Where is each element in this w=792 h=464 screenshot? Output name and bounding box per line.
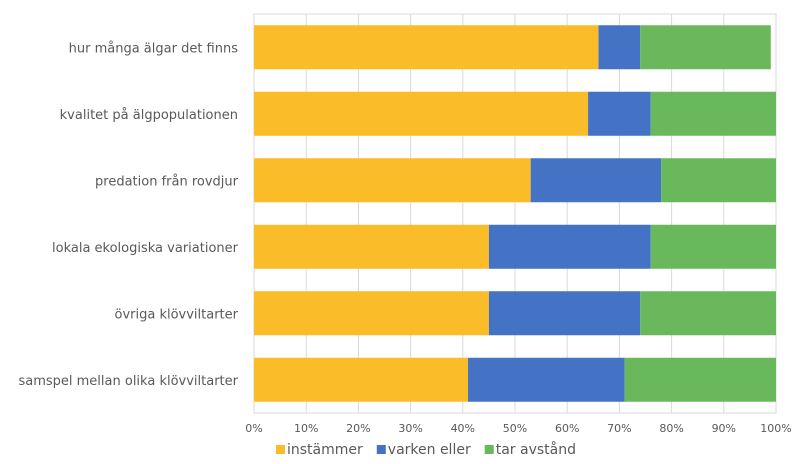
bar-segment: [254, 91, 589, 136]
bar-segment: [254, 158, 531, 203]
bar-segment: [640, 291, 776, 336]
category-label: kvalitet på älgpopulationen: [60, 108, 238, 123]
x-tick-label: 80%: [659, 422, 683, 435]
x-tick-label: 100%: [760, 422, 791, 435]
bar-segment: [624, 357, 776, 402]
x-tick-label: 60%: [555, 422, 579, 435]
bar-segment: [254, 224, 489, 269]
category-label: samspel mellan olika klövviltarter: [18, 374, 238, 389]
legend-label: tar avstånd: [496, 441, 576, 458]
x-tick-label: 30%: [398, 422, 422, 435]
legend-swatch: [376, 445, 386, 454]
bar-segment: [650, 224, 776, 269]
bar-segment: [640, 25, 771, 70]
gridlines: [253, 14, 777, 413]
bar-segment: [488, 224, 651, 269]
x-tick-label: 40%: [451, 422, 475, 435]
category-label: predation från rovdjur: [95, 174, 239, 189]
bar-segment: [650, 91, 776, 136]
legend-swatch: [484, 445, 494, 454]
category-labels: hur många älgar det finns kvalitet på älg…: [18, 41, 238, 389]
category-label: övriga klövviltarter: [114, 307, 238, 322]
legend: instämmer varken eller tar avstånd: [276, 441, 576, 458]
bar-segment: [488, 291, 641, 336]
bar-segment: [254, 291, 489, 336]
x-tick-label: 50%: [503, 422, 527, 435]
legend-label: instämmer: [287, 442, 363, 458]
bar-segment: [530, 158, 662, 203]
bar-segment: [468, 357, 625, 402]
x-tick-label: 20%: [346, 422, 370, 435]
x-axis-tick-labels: 0% 10% 20% 30% 40% 50% 60% 70% 80% 90% 100%: [245, 422, 791, 435]
legend-swatch: [276, 445, 285, 454]
bars: [254, 25, 776, 402]
bar-segment: [661, 158, 776, 203]
x-tick-label: 70%: [607, 422, 631, 435]
x-tick-label: 90%: [712, 422, 736, 435]
category-label: hur många älgar det finns: [69, 41, 239, 56]
x-tick-label: 0%: [245, 422, 262, 435]
bar-segment: [254, 357, 469, 402]
category-label: lokala ekologiska variationer: [52, 241, 239, 256]
plot-area-border: [253, 13, 777, 414]
bar-segment: [254, 25, 599, 70]
x-tick-label: 10%: [294, 422, 318, 435]
legend-label: varken eller: [388, 442, 471, 458]
bar-segment: [588, 91, 651, 136]
bar-segment: [598, 25, 641, 70]
